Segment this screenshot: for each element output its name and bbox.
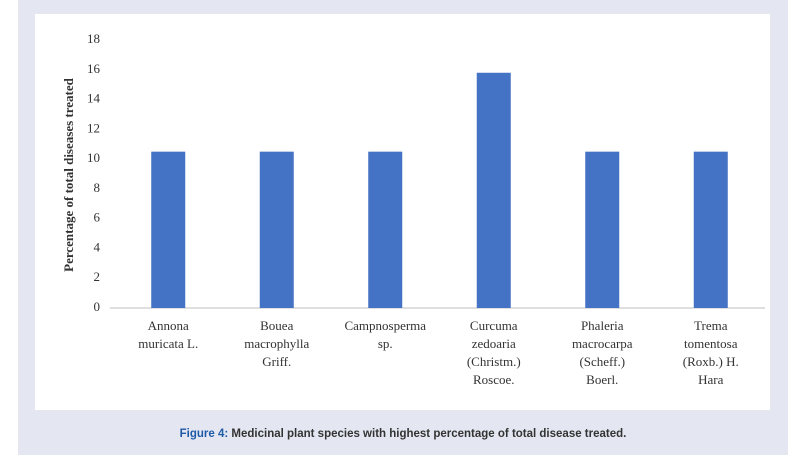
bar xyxy=(585,151,620,308)
y-tick-label: 18 xyxy=(87,31,100,46)
y-tick-label: 4 xyxy=(94,239,101,254)
y-tick-label: 16 xyxy=(87,61,101,76)
y-tick-label: 12 xyxy=(87,120,100,135)
x-tick-label: Griff. xyxy=(262,354,291,369)
x-tick-label: Trema xyxy=(694,318,728,333)
y-axis-label: Percentage of total diseases treated xyxy=(61,77,76,272)
x-tick-label: Curcuma xyxy=(470,318,518,333)
bar xyxy=(476,72,511,308)
x-tick-label: tomentosa xyxy=(684,336,738,351)
y-tick-label: 2 xyxy=(94,269,101,284)
x-tick-label: (Roxb.) H. xyxy=(683,354,739,369)
caption: Figure 4: Medicinal plant species with h… xyxy=(180,428,627,440)
x-tick-label: zedoaria xyxy=(472,336,516,351)
y-tick-label: 6 xyxy=(94,210,101,225)
x-tick-label: muricata L. xyxy=(138,336,198,351)
x-tick-label: (Scheff.) xyxy=(579,354,625,369)
bar xyxy=(693,151,728,308)
x-tick-label: Campnosperma xyxy=(344,318,426,333)
caption-text: Medicinal plant species with highest per… xyxy=(231,428,626,440)
y-tick-label: 14 xyxy=(87,91,101,106)
bar xyxy=(368,151,403,308)
x-tick-label: Boerl. xyxy=(586,372,618,387)
x-tick-label: Hara xyxy=(698,372,723,387)
x-tick-label: macrocarpa xyxy=(572,336,633,351)
x-tick-label: sp. xyxy=(378,336,393,351)
bar xyxy=(259,151,294,308)
y-tick-label: 10 xyxy=(87,150,100,165)
y-tick-label: 0 xyxy=(94,299,101,314)
y-tick-label: 8 xyxy=(94,180,101,195)
x-tick-label: Phaleria xyxy=(581,318,624,333)
x-tick-label: Bouea xyxy=(260,318,293,333)
x-tick-label: Annona xyxy=(148,318,189,333)
caption-label: Figure 4: xyxy=(180,428,229,440)
x-tick-label: (Christm.) xyxy=(467,354,521,369)
x-tick-label: Roscoe. xyxy=(473,372,515,387)
x-tick-label: macrophylla xyxy=(244,336,309,351)
bar xyxy=(151,151,186,308)
